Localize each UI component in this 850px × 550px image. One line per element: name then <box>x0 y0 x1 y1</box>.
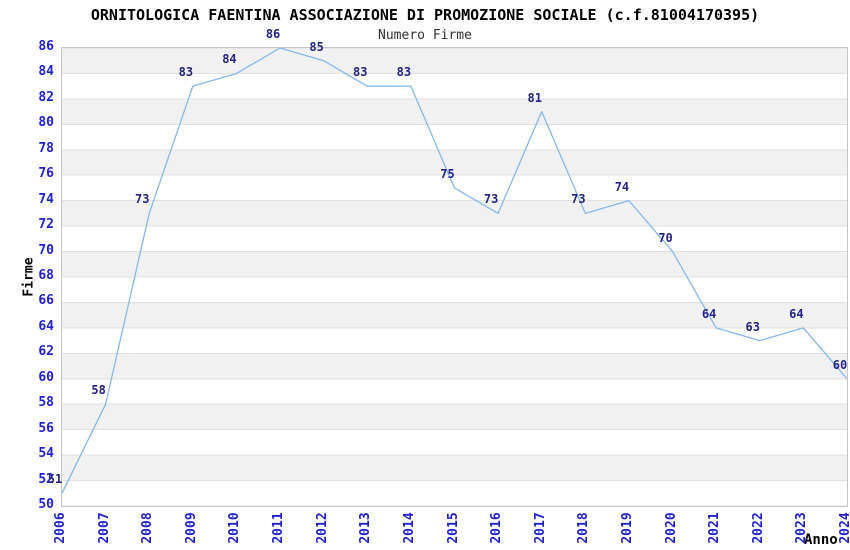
data-point-label: 81 <box>527 90 542 105</box>
data-point-label: 73 <box>483 192 499 207</box>
y-tick-label: 74 <box>38 191 54 207</box>
data-point-label: 70 <box>658 230 673 245</box>
y-tick-label: 60 <box>38 369 54 385</box>
y-tick-label: 66 <box>38 293 54 309</box>
data-point-label: 63 <box>745 319 760 334</box>
data-point-label: 86 <box>265 27 281 41</box>
plot-band <box>62 455 847 481</box>
y-tick-label: 50 <box>38 497 54 512</box>
data-point-label: 83 <box>396 65 412 80</box>
plot-band <box>62 48 847 74</box>
y-tick-label: 78 <box>38 140 54 156</box>
x-tick-label: 2021 <box>707 512 723 544</box>
chart-subtitle: Numero Firme <box>378 28 472 43</box>
y-tick-label: 52 <box>38 471 54 487</box>
plot-band <box>62 98 847 125</box>
plot-band <box>62 353 847 379</box>
x-tick-label: 2007 <box>96 512 112 544</box>
x-tick-label: 2010 <box>227 512 243 544</box>
data-point-label: 85 <box>309 39 324 54</box>
data-point-label: 58 <box>91 383 106 398</box>
x-tick-label: 2015 <box>445 512 461 544</box>
data-point-label: 75 <box>440 166 455 181</box>
data-point-label: 64 <box>701 306 717 321</box>
x-tick-label: 2017 <box>532 512 548 544</box>
data-point-label: 83 <box>353 65 368 80</box>
x-tick-label: 2006 <box>53 512 68 544</box>
y-tick-label: 72 <box>38 217 54 233</box>
x-tick-label: 2008 <box>140 512 156 544</box>
plot-band <box>62 302 847 328</box>
y-axis-title: Firme <box>21 257 37 297</box>
data-point-label: 64 <box>789 306 804 321</box>
y-tick-label: 70 <box>38 242 54 258</box>
data-point-label: 74 <box>614 179 630 194</box>
data-point-label: 73 <box>134 192 150 207</box>
x-axis-title: Anno <box>804 532 838 548</box>
y-tick-label: 64 <box>38 318 54 334</box>
plot-band <box>62 404 847 430</box>
y-tick-label: 58 <box>38 395 54 411</box>
data-point-label: 73 <box>571 192 586 207</box>
x-tick-label: 2009 <box>183 512 199 544</box>
data-point-label: 60 <box>832 357 848 372</box>
plot-area <box>61 47 848 507</box>
x-tick-label: 2012 <box>314 512 330 544</box>
plot-band <box>62 251 847 277</box>
y-tick-label: 54 <box>38 446 54 462</box>
x-tick-label: 2011 <box>271 512 287 544</box>
x-tick-label: 2013 <box>358 512 374 544</box>
y-tick-label: 68 <box>38 268 54 283</box>
data-point-label: 83 <box>178 65 194 80</box>
x-tick-label: 2014 <box>401 512 417 544</box>
y-tick-label: 86 <box>38 39 54 54</box>
x-tick-label: 2019 <box>619 512 635 544</box>
line-chart-svg <box>62 48 847 506</box>
plot-band <box>62 200 847 227</box>
series-line <box>62 48 847 494</box>
x-tick-label: 2022 <box>750 512 766 544</box>
data-point-label: 51 <box>47 472 63 487</box>
x-tick-label: 2020 <box>663 512 679 544</box>
y-tick-label: 56 <box>38 420 54 436</box>
y-tick-label: 82 <box>38 89 54 105</box>
chart-title: ORNITOLOGICA FAENTINA ASSOCIAZIONE DI PR… <box>90 6 760 24</box>
plot-band <box>62 149 847 176</box>
y-tick-label: 76 <box>38 166 54 182</box>
data-point-label: 84 <box>222 52 237 67</box>
x-tick-label: 2016 <box>489 512 505 544</box>
x-tick-label: 2024 <box>838 512 850 544</box>
y-tick-label: 62 <box>38 344 54 360</box>
x-tick-label: 2018 <box>576 512 592 544</box>
y-tick-label: 84 <box>38 64 54 80</box>
y-tick-label: 80 <box>38 115 54 131</box>
